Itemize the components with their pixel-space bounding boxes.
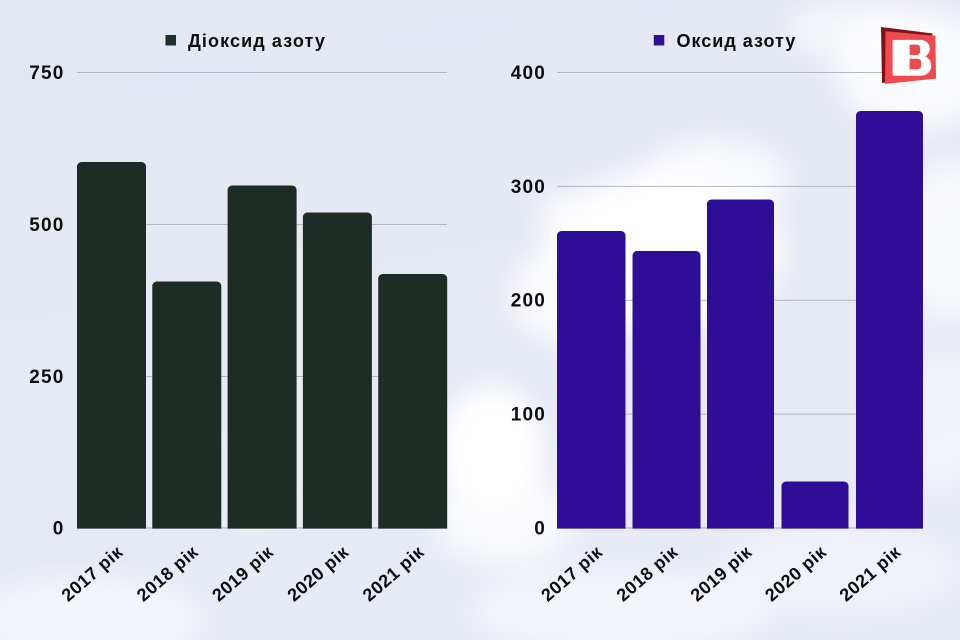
svg-text:Діоксид азоту: Діоксид азоту [188, 31, 326, 51]
svg-text:250: 250 [29, 367, 64, 388]
svg-text:750: 750 [29, 63, 64, 84]
svg-text:400: 400 [511, 63, 546, 84]
svg-text:200: 200 [511, 291, 546, 312]
svg-text:500: 500 [29, 215, 64, 236]
svg-text:0: 0 [534, 519, 546, 540]
svg-text:300: 300 [511, 177, 546, 198]
svg-text:0: 0 [53, 519, 65, 540]
svg-text:100: 100 [511, 405, 546, 426]
svg-text:Оксид азоту: Оксид азоту [677, 31, 797, 51]
